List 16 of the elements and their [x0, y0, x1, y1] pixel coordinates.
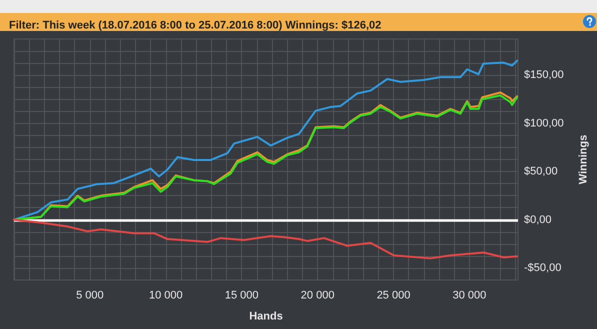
chart-title: Filter: This week (18.07.2016 8:00 to 25.07.2016 8:00) Winnings: $126,02 — [9, 20, 382, 32]
x-tick-label: 5 000 — [76, 290, 104, 302]
y-tick-label: $0,00 — [524, 214, 552, 226]
y-tick-label: $150,00 — [524, 69, 564, 82]
y-tick-label: $50,00 — [524, 166, 558, 178]
y-axis-title: Winnings — [578, 134, 590, 184]
y-tick-label: $100,00 — [524, 117, 564, 130]
x-tick-label: 10 000 — [148, 290, 183, 302]
x-axis-title: Hands — [249, 310, 283, 322]
x-tick-label: 25 000 — [376, 290, 410, 302]
line-series — [13, 218, 518, 260]
x-tick-label: 15 000 — [224, 290, 259, 302]
x-tick-label: 30 000 — [452, 290, 486, 302]
line-series — [13, 60, 518, 221]
x-tick-label: 20 000 — [300, 290, 334, 302]
y-tick-label: -$50,00 — [524, 262, 562, 274]
